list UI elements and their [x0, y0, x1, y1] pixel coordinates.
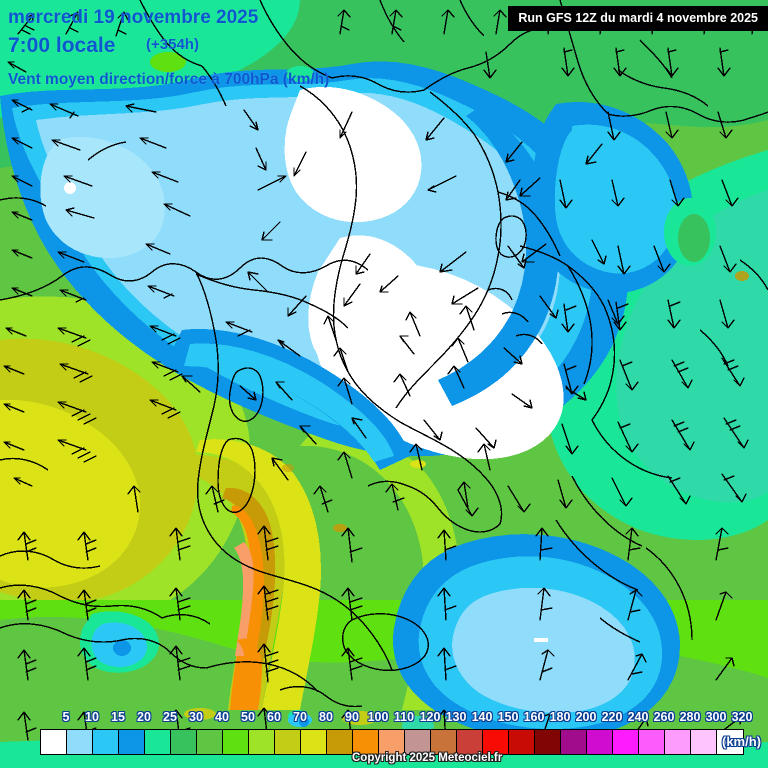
- legend-swatch[interactable]: [223, 730, 249, 754]
- legend-tick-label: 20: [137, 710, 151, 724]
- legend-swatch[interactable]: [275, 730, 301, 754]
- coastline-layer: [0, 0, 768, 708]
- legend-swatch[interactable]: [717, 730, 743, 754]
- legend-swatch[interactable]: [535, 730, 561, 754]
- legend-tick-label: 90: [345, 710, 359, 724]
- legend-tick-label: 80: [319, 710, 333, 724]
- forecast-lead-time-label: (+354h): [146, 36, 199, 53]
- legend-tick-label: 100: [367, 710, 389, 724]
- legend-tick-label: 180: [549, 710, 571, 724]
- legend-swatch[interactable]: [613, 730, 639, 754]
- legend-tick-label: 120: [419, 710, 441, 724]
- legend-tick-label: 50: [241, 710, 255, 724]
- legend-tick-label: 70: [293, 710, 307, 724]
- wind-barb-layer: [3, 9, 763, 745]
- legend-tick-label: 260: [653, 710, 675, 724]
- legend-tick-label: 15: [111, 710, 125, 724]
- legend-swatch[interactable]: [691, 730, 717, 754]
- legend-tick-label: 280: [679, 710, 701, 724]
- legend-swatch[interactable]: [509, 730, 535, 754]
- legend-unit-label: (km/h): [722, 734, 761, 749]
- legend-swatch[interactable]: [327, 730, 353, 754]
- legend-swatch[interactable]: [561, 730, 587, 754]
- legend-swatch[interactable]: [483, 730, 509, 754]
- legend-tick-label: 60: [267, 710, 281, 724]
- legend-swatch[interactable]: [119, 730, 145, 754]
- legend-tick-label: 300: [705, 710, 727, 724]
- legend-swatch[interactable]: [93, 730, 119, 754]
- legend-swatch[interactable]: [457, 730, 483, 754]
- legend-tick-label: 25: [163, 710, 177, 724]
- legend-swatch[interactable]: [249, 730, 275, 754]
- legend-swatch[interactable]: [379, 730, 405, 754]
- legend-tick-label: 220: [601, 710, 623, 724]
- legend-tick-label: 110: [393, 710, 415, 724]
- legend-swatch[interactable]: [171, 730, 197, 754]
- forecast-time-label: 7:00 locale: [8, 34, 116, 57]
- legend-swatch[interactable]: [431, 730, 457, 754]
- legend-swatch[interactable]: [639, 730, 665, 754]
- legend-tick-labels: 5 10 15 20 25 30 40 50 60 70 80 90 100 110 120 130 140 15…: [0, 710, 768, 728]
- legend-tick-label: 5: [62, 710, 70, 724]
- legend-tick-label: 10: [85, 710, 99, 724]
- legend-swatch[interactable]: [145, 730, 171, 754]
- legend-tick-label: 150: [497, 710, 519, 724]
- legend-tick-label: 160: [523, 710, 545, 724]
- forecast-date-label: mercredi 19 novembre 2025: [8, 7, 259, 28]
- parameter-title-label: Vent moyen direction/force à 700hPa (km/…: [8, 71, 330, 88]
- color-scale-legend[interactable]: 5 10 15 20 25 30 40 50 60 70 80 90 100 110 120 130 140 15…: [0, 710, 768, 768]
- model-run-banner: Run GFS 12Z du mardi 4 novembre 2025: [508, 6, 768, 31]
- legend-swatch[interactable]: [301, 730, 327, 754]
- legend-tick-label: 240: [627, 710, 649, 724]
- legend-tick-label: 130: [445, 710, 467, 724]
- legend-tick-label: 200: [575, 710, 597, 724]
- legend-swatch[interactable]: [197, 730, 223, 754]
- legend-tick-label: 30: [189, 710, 203, 724]
- legend-swatch[interactable]: [405, 730, 431, 754]
- legend-swatch[interactable]: [587, 730, 613, 754]
- legend-tick-label: 40: [215, 710, 229, 724]
- legend-swatch[interactable]: [67, 730, 93, 754]
- legend-tick-label: 320: [731, 710, 753, 724]
- legend-tick-label: 140: [471, 710, 493, 724]
- legend-color-bar[interactable]: [40, 729, 744, 755]
- legend-swatch[interactable]: [41, 730, 67, 754]
- legend-swatch[interactable]: [353, 730, 379, 754]
- legend-swatch[interactable]: [665, 730, 691, 754]
- model-run-label: Run GFS 12Z du mardi 4 novembre 2025: [518, 11, 758, 25]
- copyright-label: Copyright 2025 Meteociel.fr: [352, 752, 503, 764]
